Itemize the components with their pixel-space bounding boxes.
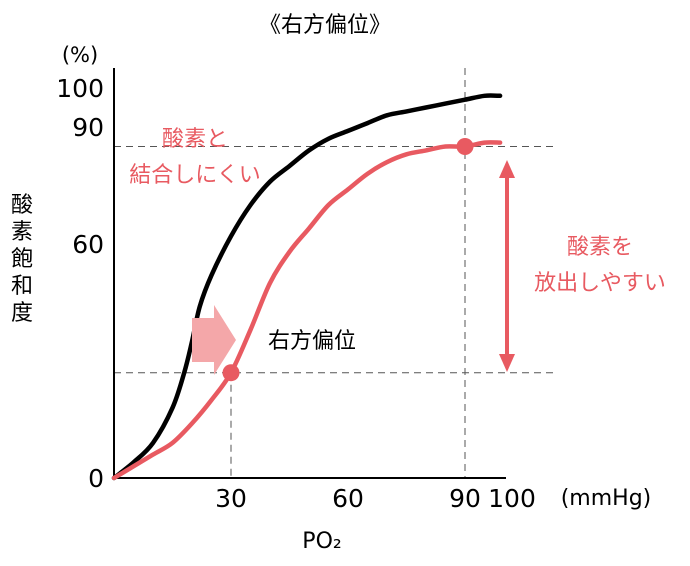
x-tick-30: 30 bbox=[215, 484, 247, 513]
guide-lines bbox=[114, 68, 558, 478]
series-layer bbox=[111, 93, 503, 481]
x-axis-label: PO₂ bbox=[302, 529, 341, 554]
y-tick-60: 60 bbox=[72, 230, 104, 259]
x-tick-60: 60 bbox=[332, 484, 364, 513]
release-range-arrow bbox=[499, 160, 515, 372]
y-tick-0: 0 bbox=[88, 464, 104, 493]
y-unit-label: (%) bbox=[62, 43, 98, 67]
y-tick-labels: 0 60 90 100 bbox=[56, 74, 104, 493]
release-arrow-head-down bbox=[499, 354, 515, 372]
shift-label: 右方偏位 bbox=[268, 329, 356, 354]
y-axis-label: 酸素飽和度 bbox=[11, 193, 33, 326]
series-line-normal bbox=[111, 93, 503, 481]
data-point-30 bbox=[222, 364, 240, 382]
curve-label-line-2: 結合しにくい bbox=[129, 163, 261, 188]
y-tick-100: 100 bbox=[56, 74, 104, 103]
shift-arrow-icon bbox=[192, 305, 236, 375]
x-unit-label: (mmHg) bbox=[561, 486, 652, 511]
data-point-90 bbox=[456, 138, 474, 155]
x-tick-90: 90 bbox=[449, 484, 481, 513]
x-tick-100: 100 bbox=[488, 484, 536, 513]
x-tick-labels: 30 60 90 100 bbox=[215, 484, 536, 513]
points-layer bbox=[222, 138, 474, 382]
release-label-line-1: 酸素を bbox=[567, 235, 633, 260]
chart-title: 《右方偏位》 bbox=[259, 13, 391, 38]
release-arrow-head-up bbox=[499, 160, 515, 178]
release-label-line-2: 放出しやすい bbox=[534, 271, 666, 296]
series-line-right-shift bbox=[111, 140, 503, 481]
y-tick-90: 90 bbox=[72, 113, 104, 142]
curve-label-line-1: 酸素と bbox=[162, 127, 228, 152]
